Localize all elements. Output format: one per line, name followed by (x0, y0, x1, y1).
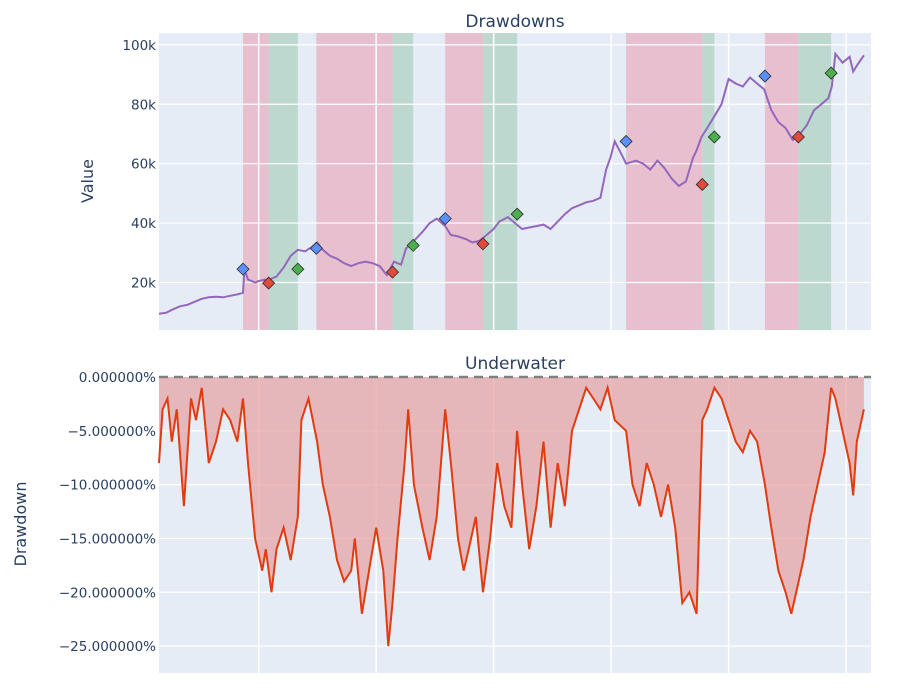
y-tick-label: −25.000000% (59, 639, 156, 655)
y-tick-label: 20k (131, 275, 156, 291)
recovery-region (268, 33, 298, 330)
peak-marker (619, 134, 633, 148)
recovery-region (798, 33, 832, 330)
recovery-marker (291, 262, 305, 276)
drawdowns-markers (236, 66, 838, 290)
y-tick-label: 40k (131, 216, 156, 232)
y-tick-label: −20.000000% (59, 585, 156, 601)
y-tick-label: 100k (122, 38, 156, 54)
peak-marker (438, 212, 452, 226)
valley-marker (476, 237, 490, 251)
recovery-marker (824, 66, 838, 80)
decline-region (626, 33, 703, 330)
underwater-drawdown-line (158, 384, 865, 647)
recovery-marker (510, 207, 524, 221)
y-tick-label: 60k (131, 157, 156, 173)
peak-marker (758, 69, 772, 83)
underwater-panel: 0.000000% −5.000000% −10.000000% −15.000000… (11, 354, 871, 673)
y-tick-label: −10.000000% (59, 478, 156, 494)
valley-marker (385, 265, 400, 279)
peak-marker (236, 262, 250, 276)
valley-marker (791, 130, 805, 144)
drawdowns-shaded-regions (243, 33, 832, 330)
y-tick-label: 0.000000% (79, 370, 156, 386)
decline-region (445, 33, 483, 330)
drawdowns-y-tick-labels: 20k 40k 60k 80k 100k (122, 38, 156, 292)
y-tick-label: −15.000000% (59, 531, 156, 547)
underwater-y-tick-labels: 0.000000% −5.000000% −10.000000% −15.000000… (59, 370, 156, 655)
underwater-y-axis-label: Drawdown (11, 482, 30, 567)
recovery-marker (406, 238, 420, 252)
recovery-marker (707, 130, 721, 144)
decline-region (316, 33, 393, 330)
decline-region (764, 33, 799, 330)
peak-marker (309, 241, 323, 255)
recovery-region (702, 33, 715, 330)
recovery-region (482, 33, 518, 330)
valley-marker (695, 177, 709, 192)
y-tick-label: −5.000000% (67, 424, 156, 440)
y-tick-label: 80k (131, 97, 156, 113)
drawdowns-panel: 20k 40k 60k 80k 100k Drawdowns Value (78, 12, 871, 330)
recovery-region (392, 33, 414, 330)
drawdowns-title: Drawdowns (465, 12, 564, 32)
drawdowns-y-axis-label: Value (78, 159, 97, 203)
valley-marker (262, 276, 276, 290)
underwater-title: Underwater (465, 354, 565, 374)
